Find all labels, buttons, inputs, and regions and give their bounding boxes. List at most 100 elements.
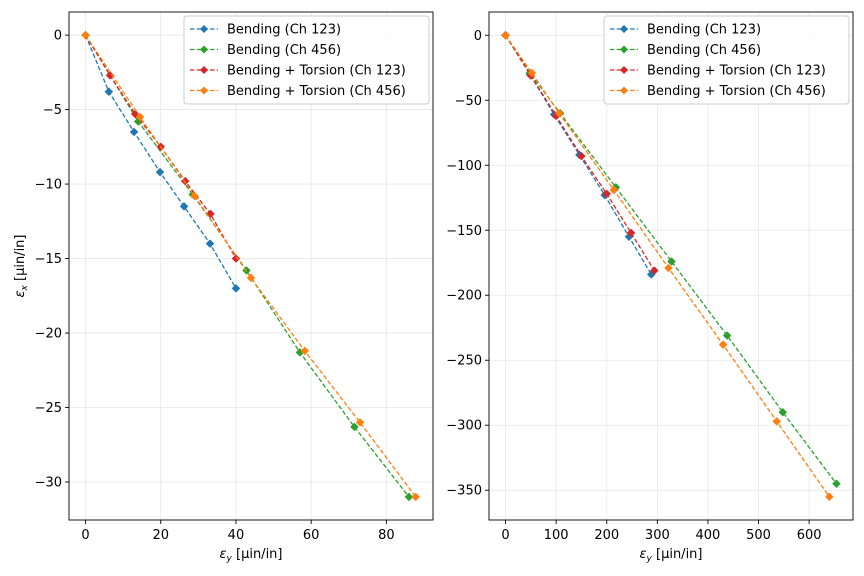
legend-label: Bending + Torsion (Ch 123) <box>227 64 406 79</box>
legend-marker <box>200 45 208 54</box>
data-point <box>772 416 782 426</box>
data-point <box>718 340 728 349</box>
x-tick-label: 600 <box>797 528 822 543</box>
legend-marker <box>620 25 628 33</box>
legend-item: Bending + Torsion (Ch 456) <box>190 84 406 99</box>
data-point <box>832 479 841 489</box>
data-point <box>231 254 241 263</box>
legend-item: Bending + Torsion (Ch 456) <box>610 84 826 99</box>
data-point <box>527 68 537 78</box>
legend: Bending (Ch 123) Bending (Ch 456) Bending … <box>183 15 430 105</box>
x-tick-label: 100 <box>544 528 569 543</box>
data-point <box>81 30 90 40</box>
legend-label: Bending (Ch 123) <box>647 23 761 38</box>
x-axis-label: εy [μin/in] <box>220 547 283 564</box>
y-tick-label: −20 <box>35 327 62 342</box>
axes-frame <box>488 11 854 521</box>
data-point <box>350 422 359 432</box>
data-point <box>231 283 241 293</box>
data-point <box>246 273 256 283</box>
x-axis-label-unit: [μin/in] <box>652 547 703 562</box>
data-point <box>355 418 365 427</box>
x-tick-label: 80 <box>378 528 395 543</box>
x-tick-label: 60 <box>303 528 320 543</box>
data-point <box>404 492 414 502</box>
x-axis-label-subscript: y <box>646 554 653 564</box>
data-point <box>190 191 199 201</box>
data-point <box>105 70 115 80</box>
legend-box <box>183 15 430 105</box>
data-point <box>300 346 310 356</box>
data-point <box>722 331 732 340</box>
legend-item: Bending (Ch 123) <box>610 23 761 38</box>
axes-frame <box>68 11 434 521</box>
x-tick-label: 500 <box>746 528 771 543</box>
y-tick-label: 0 <box>54 29 62 44</box>
y-tick-label: −250 <box>446 354 482 369</box>
data-point <box>602 189 612 199</box>
y-tick-label: −10 <box>35 178 62 193</box>
y-axis-label-symbol: ε <box>13 290 28 297</box>
data-point <box>667 257 676 266</box>
legend-label: Bending + Torsion (Ch 456) <box>227 84 406 99</box>
legend-item: Bending (Ch 456) <box>190 43 341 58</box>
legend-box <box>603 15 850 105</box>
y-axis-label-subscript: x <box>20 284 30 291</box>
y-tick-label: −5 <box>43 103 62 118</box>
data-point <box>179 202 189 211</box>
y-axis-label: εx [μin/in] <box>13 235 30 298</box>
x-tick-label: 200 <box>594 528 619 543</box>
legend-marker <box>200 66 208 74</box>
legend-item: Bending (Ch 123) <box>190 23 341 38</box>
data-point <box>649 266 659 275</box>
right-plot-panel: 0 100 200 300 400 500 600 0 −50 −100 −150 −200 −250 −… <box>446 11 854 564</box>
x-tick-label: 300 <box>645 528 670 543</box>
data-point <box>104 87 114 97</box>
y-tick-label: −100 <box>446 159 482 174</box>
series-3 <box>501 30 834 502</box>
legend-item: Bending + Torsion (Ch 123) <box>190 64 406 79</box>
x-axis-label: εy [μin/in] <box>640 547 703 564</box>
y-tick-label: −25 <box>35 401 62 416</box>
data-point <box>130 109 140 119</box>
y-tick-label: −300 <box>446 419 482 434</box>
x-axis-label-symbol: ε <box>640 547 647 562</box>
x-axis-label-subscript: y <box>226 554 233 564</box>
data-point <box>664 263 673 273</box>
legend-label: Bending (Ch 456) <box>647 43 761 58</box>
legend-marker <box>200 25 208 33</box>
data-point <box>778 407 788 417</box>
data-point <box>205 239 215 249</box>
legend-item: Bending (Ch 456) <box>610 43 761 58</box>
data-point <box>501 30 510 40</box>
y-tick-label: −30 <box>35 476 62 491</box>
data-point <box>626 228 636 238</box>
y-tick-label: −200 <box>446 289 482 304</box>
y-tick-label: 0 <box>474 29 482 44</box>
series-3 <box>81 30 421 502</box>
data-point <box>825 492 834 502</box>
x-tick-label: 20 <box>152 528 169 543</box>
data-point <box>609 185 619 195</box>
y-tick-label: −50 <box>455 94 482 109</box>
data-point <box>554 108 564 118</box>
data-point <box>129 127 139 137</box>
legend-label: Bending (Ch 123) <box>227 23 341 38</box>
legend-marker <box>200 86 208 95</box>
x-axis-label-symbol: ε <box>220 547 227 562</box>
data-point <box>135 112 145 122</box>
series-line <box>505 34 830 498</box>
legend-marker <box>620 45 628 54</box>
x-axis-label-unit: [μin/in] <box>232 547 283 562</box>
y-axis-label-unit: [μin/in] <box>13 235 28 286</box>
legend-label: Bending (Ch 456) <box>227 43 341 58</box>
y-tick-label: −150 <box>446 224 482 239</box>
x-tick-label: 0 <box>501 528 509 543</box>
series-line <box>505 34 837 485</box>
legend-label: Bending + Torsion (Ch 123) <box>647 64 826 79</box>
legend: Bending (Ch 123) Bending (Ch 456) Bending … <box>603 15 850 105</box>
data-point <box>577 151 586 161</box>
legend-marker <box>620 86 628 95</box>
